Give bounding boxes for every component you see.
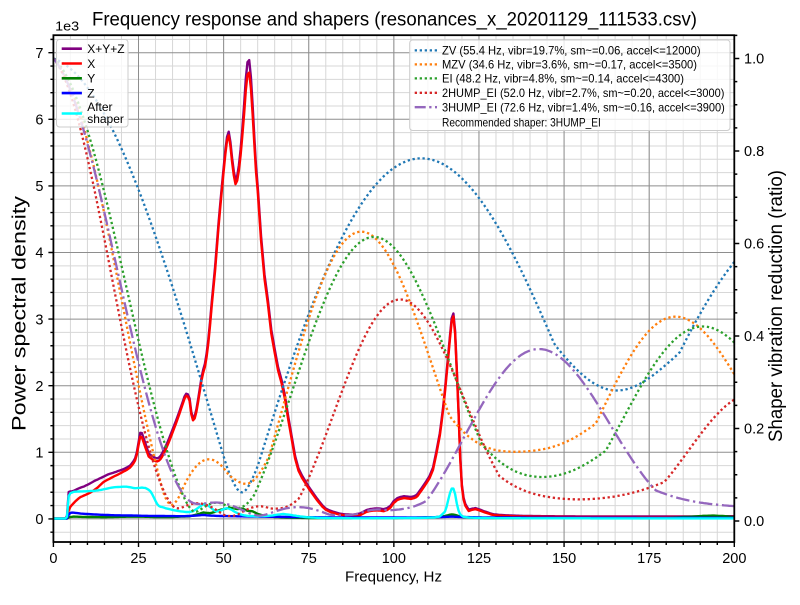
svg-text:4: 4 [35,246,43,262]
svg-text:0.4: 0.4 [744,329,764,345]
svg-text:5: 5 [35,179,43,195]
svg-text:0.2: 0.2 [744,422,764,438]
svg-text:2HUMP_EI (52.0 Hz, vibr=2.7%,: 2HUMP_EI (52.0 Hz, vibr=2.7%, sm~=0.20, … [442,86,724,100]
svg-text:Shaper vibration reduction (ra: Shaper vibration reduction (ratio) [766,170,787,442]
svg-text:0: 0 [35,512,43,528]
svg-text:Frequency, Hz: Frequency, Hz [345,569,442,586]
svg-text:125: 125 [467,551,491,567]
svg-text:25: 25 [130,551,146,567]
svg-text:1.0: 1.0 [744,52,764,68]
svg-text:0: 0 [49,551,57,567]
svg-text:0.8: 0.8 [744,144,764,160]
svg-text:175: 175 [637,551,661,567]
svg-text:After: After [87,100,112,114]
svg-text:MZV (34.6 Hz, vibr=3.6%, sm~=0: MZV (34.6 Hz, vibr=3.6%, sm~=0.17, accel… [442,58,697,72]
svg-text:2: 2 [35,379,43,395]
svg-text:150: 150 [552,551,576,567]
svg-text:3: 3 [35,312,43,328]
svg-text:0.6: 0.6 [744,237,764,253]
svg-text:50: 50 [216,551,232,567]
svg-text:ZV (55.4 Hz, vibr=19.7%, sm~=0: ZV (55.4 Hz, vibr=19.7%, sm~=0.06, accel… [442,44,701,58]
svg-text:Y: Y [87,72,95,86]
svg-text:Power spectral density: Power spectral density [10,195,31,431]
svg-text:Recommended shaper: 3HUMP_EI: Recommended shaper: 3HUMP_EI [442,115,601,129]
svg-text:X+Y+Z: X+Y+Z [87,42,124,56]
svg-text:X: X [87,57,95,71]
svg-text:Frequency response and shapers: Frequency response and shapers (resonanc… [92,10,697,31]
svg-text:shaper: shaper [87,112,124,126]
svg-text:1: 1 [35,446,43,462]
svg-text:Z: Z [87,86,94,100]
svg-text:200: 200 [722,551,746,567]
svg-text:0.0: 0.0 [744,514,764,530]
svg-text:100: 100 [382,551,406,567]
svg-text:6: 6 [35,113,43,129]
svg-text:3HUMP_EI (72.6 Hz, vibr=1.4%,: 3HUMP_EI (72.6 Hz, vibr=1.4%, sm~=0.16, … [442,101,725,115]
svg-text:75: 75 [301,551,317,567]
svg-text:EI (48.2 Hz, vibr=4.8%, sm~=0.: EI (48.2 Hz, vibr=4.8%, sm~=0.14, accel<… [442,72,684,86]
svg-text:7: 7 [35,46,43,62]
svg-text:1e3: 1e3 [55,19,79,34]
